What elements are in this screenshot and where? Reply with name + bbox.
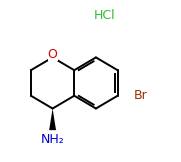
Text: NH₂: NH₂ — [41, 133, 64, 146]
Text: HCl: HCl — [94, 9, 116, 22]
Text: Br: Br — [133, 89, 147, 102]
Polygon shape — [49, 109, 56, 130]
Text: O: O — [48, 48, 58, 61]
